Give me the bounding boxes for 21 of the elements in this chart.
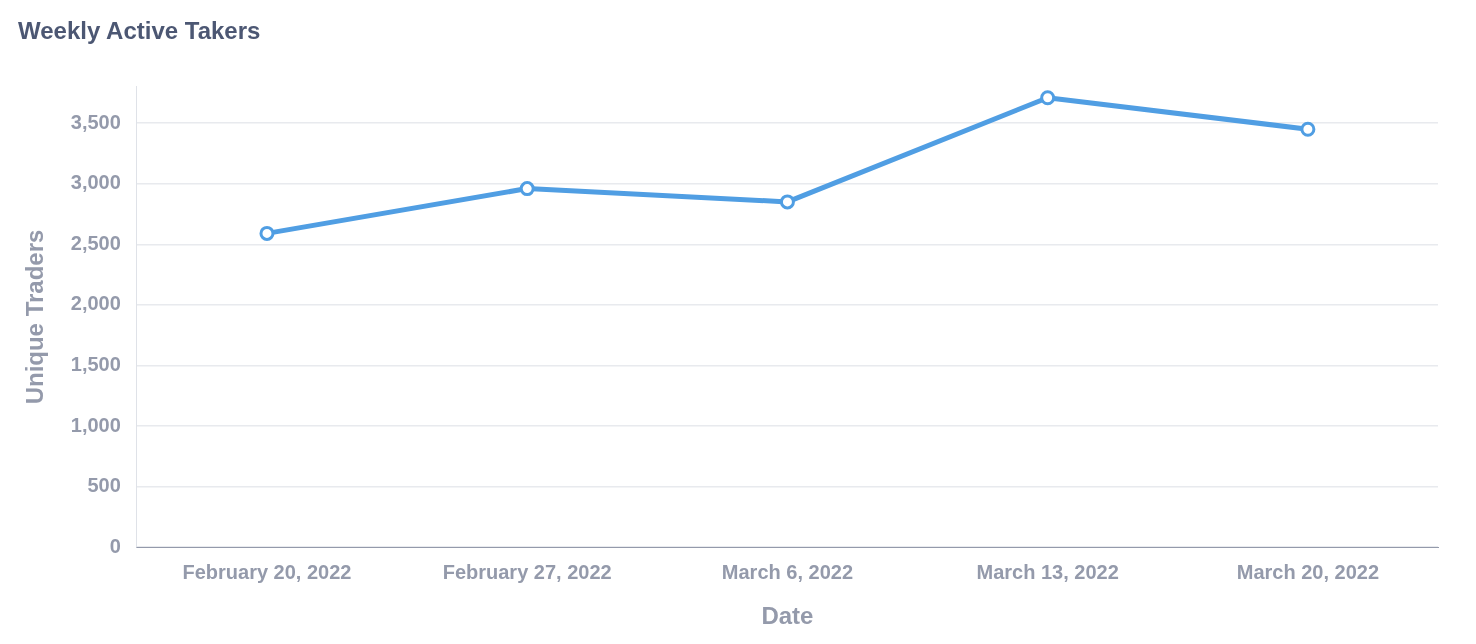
point [1300, 121, 1316, 137]
y-tick-label: 0 [109, 534, 121, 557]
point [259, 225, 275, 241]
x-axis-title: Date [761, 602, 814, 630]
x-tick-label: February 20, 2022 [182, 560, 352, 583]
x-tick-label: March 13, 2022 [976, 560, 1119, 583]
x-tick-label: February 27, 2022 [442, 560, 612, 583]
y-tick-label: 3,000 [70, 171, 121, 194]
y-tick-label: 2,000 [70, 292, 121, 315]
x-tick-label: March 20, 2022 [1236, 560, 1380, 583]
x-tick-label: March 6, 2022 [721, 560, 854, 583]
y-tick-label: 500 [87, 474, 121, 497]
y-axis-title: Unique Traders [21, 229, 49, 405]
point [779, 194, 795, 210]
y-tick-label: 1,000 [70, 413, 121, 436]
point [1040, 90, 1056, 106]
point [519, 181, 535, 197]
chart-title: Weekly Active Takers [18, 17, 261, 45]
y-tick-label: 3,500 [70, 110, 121, 133]
y-tick-label: 1,500 [70, 352, 121, 375]
y-tick-label: 2,500 [70, 231, 121, 254]
